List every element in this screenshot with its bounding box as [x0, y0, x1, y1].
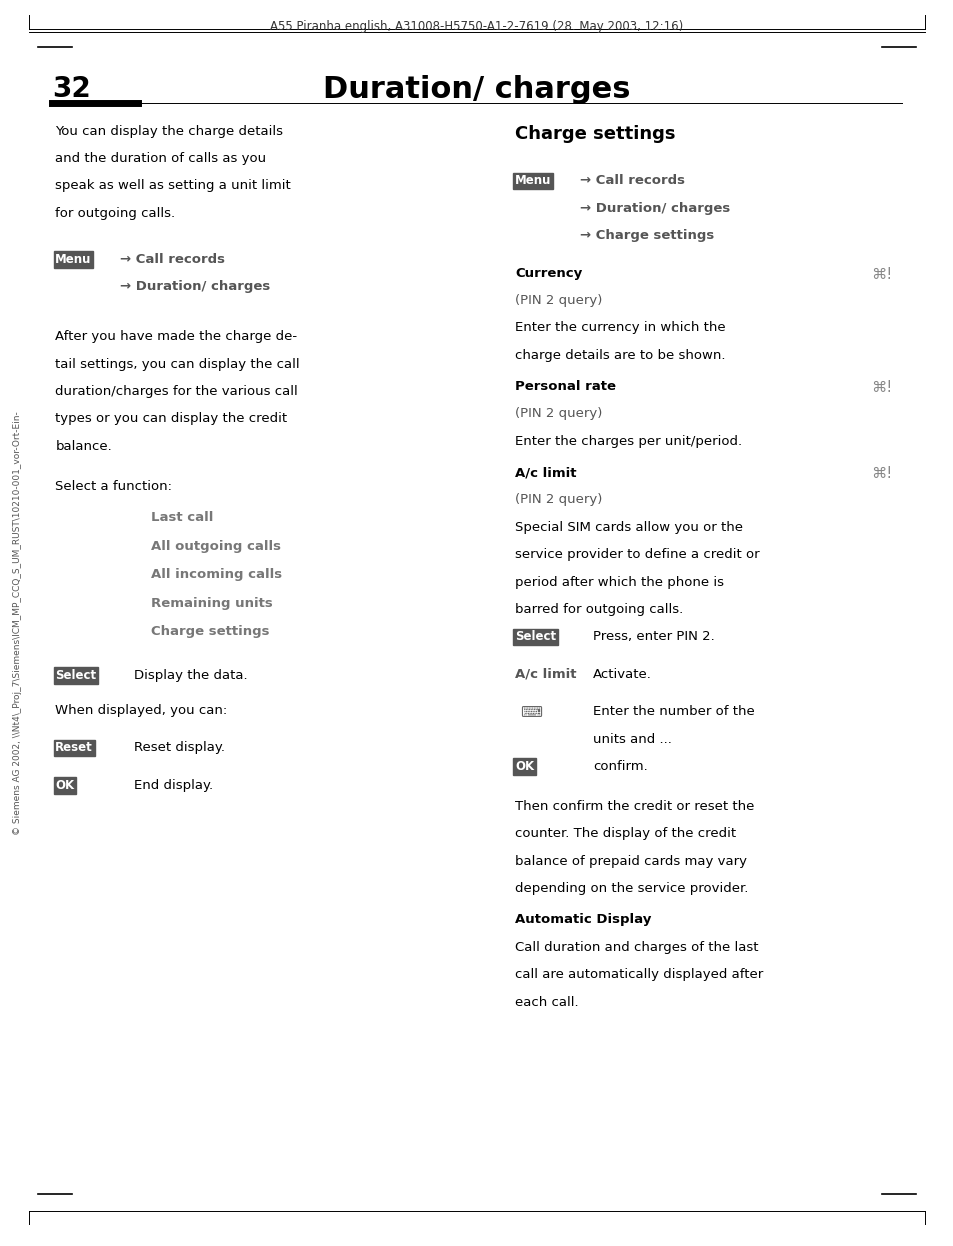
- Text: → Call records: → Call records: [120, 253, 225, 265]
- Text: (PIN 2 query): (PIN 2 query): [515, 407, 602, 420]
- Text: call are automatically displayed after: call are automatically displayed after: [515, 968, 762, 981]
- Text: End display.: End display.: [133, 779, 213, 791]
- Text: A55 Piranha english, A31008-H5750-A1-2-7619 (28. May 2003, 12:16): A55 Piranha english, A31008-H5750-A1-2-7…: [270, 20, 683, 32]
- Text: → Charge settings: → Charge settings: [579, 229, 714, 242]
- Text: 32: 32: [52, 75, 91, 102]
- Text: charge details are to be shown.: charge details are to be shown.: [515, 349, 725, 361]
- Text: types or you can display the credit: types or you can display the credit: [55, 412, 287, 425]
- Text: speak as well as setting a unit limit: speak as well as setting a unit limit: [55, 179, 291, 192]
- Text: OK: OK: [515, 760, 534, 773]
- Text: period after which the phone is: period after which the phone is: [515, 576, 723, 588]
- Text: balance of prepaid cards may vary: balance of prepaid cards may vary: [515, 855, 746, 867]
- Text: → Duration/ charges: → Duration/ charges: [120, 280, 270, 293]
- Text: depending on the service provider.: depending on the service provider.: [515, 882, 748, 895]
- Text: service provider to define a credit or: service provider to define a credit or: [515, 548, 759, 561]
- Text: All incoming calls: All incoming calls: [151, 568, 281, 581]
- Text: Special SIM cards allow you or the: Special SIM cards allow you or the: [515, 521, 742, 533]
- Text: A/c limit: A/c limit: [515, 668, 576, 680]
- Text: Currency: Currency: [515, 267, 581, 279]
- Text: Select: Select: [55, 669, 96, 682]
- Text: Reset: Reset: [55, 741, 93, 754]
- Text: Call duration and charges of the last: Call duration and charges of the last: [515, 941, 758, 953]
- Text: You can display the charge details: You can display the charge details: [55, 125, 283, 137]
- Text: tail settings, you can display the call: tail settings, you can display the call: [55, 358, 299, 370]
- Text: (PIN 2 query): (PIN 2 query): [515, 294, 602, 307]
- Text: barred for outgoing calls.: barred for outgoing calls.: [515, 603, 682, 616]
- Text: Duration/ charges: Duration/ charges: [323, 75, 630, 103]
- Text: After you have made the charge de-: After you have made the charge de-: [55, 330, 297, 343]
- Text: Charge settings: Charge settings: [151, 625, 269, 638]
- Text: ⌘!: ⌘!: [870, 267, 891, 282]
- Text: Reset display.: Reset display.: [133, 741, 224, 754]
- Text: Select a function:: Select a function:: [55, 480, 172, 492]
- Text: and the duration of calls as you: and the duration of calls as you: [55, 152, 266, 164]
- Text: Activate.: Activate.: [593, 668, 652, 680]
- Text: All outgoing calls: All outgoing calls: [151, 540, 280, 552]
- Text: Menu: Menu: [515, 174, 551, 187]
- Text: Remaining units: Remaining units: [151, 597, 273, 609]
- Text: When displayed, you can:: When displayed, you can:: [55, 704, 228, 716]
- Text: © Siemens AG 2002, \\Nt4\_Proj_7\Siemens\ICM_MP_CCQ_S_UM_RUST\10210-001_vor-Ort-: © Siemens AG 2002, \\Nt4\_Proj_7\Siemens…: [12, 411, 22, 835]
- Text: Enter the number of the: Enter the number of the: [593, 705, 755, 718]
- Text: Then confirm the credit or reset the: Then confirm the credit or reset the: [515, 800, 754, 812]
- Text: Press, enter PIN 2.: Press, enter PIN 2.: [593, 630, 715, 643]
- Text: units and ...: units and ...: [593, 733, 672, 745]
- Text: (PIN 2 query): (PIN 2 query): [515, 493, 602, 506]
- Text: → Duration/ charges: → Duration/ charges: [579, 202, 729, 214]
- Text: Select: Select: [515, 630, 556, 643]
- Text: duration/charges for the various call: duration/charges for the various call: [55, 385, 297, 397]
- Text: Enter the currency in which the: Enter the currency in which the: [515, 321, 725, 334]
- Text: Automatic Display: Automatic Display: [515, 913, 651, 926]
- Text: for outgoing calls.: for outgoing calls.: [55, 207, 175, 219]
- Text: confirm.: confirm.: [593, 760, 647, 773]
- Text: ⌨: ⌨: [519, 705, 541, 720]
- Text: Display the data.: Display the data.: [133, 669, 247, 682]
- Text: Charge settings: Charge settings: [515, 125, 675, 142]
- Text: Enter the charges per unit/period.: Enter the charges per unit/period.: [515, 435, 741, 447]
- Text: A/c limit: A/c limit: [515, 466, 576, 478]
- Text: OK: OK: [55, 779, 74, 791]
- Text: Menu: Menu: [55, 253, 91, 265]
- Text: → Call records: → Call records: [579, 174, 684, 187]
- Text: ⌘!: ⌘!: [870, 380, 891, 395]
- Text: each call.: each call.: [515, 996, 578, 1008]
- Text: Personal rate: Personal rate: [515, 380, 616, 392]
- Text: Last call: Last call: [151, 511, 213, 523]
- Text: ⌘!: ⌘!: [870, 466, 891, 481]
- Text: counter. The display of the credit: counter. The display of the credit: [515, 827, 736, 840]
- Text: balance.: balance.: [55, 440, 112, 452]
